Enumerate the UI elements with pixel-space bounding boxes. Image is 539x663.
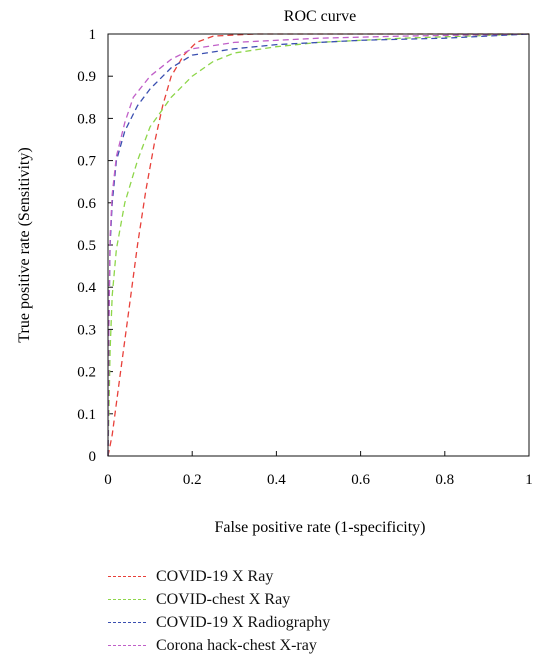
chart-title: ROC curve (284, 8, 356, 25)
legend-swatch (108, 599, 146, 600)
x-axis-label: False positive rate (1-specificity) (214, 519, 425, 536)
x-tick-label: 0.6 (351, 472, 370, 488)
legend-label: COVID-chest X Ray (156, 590, 291, 608)
series-line-2 (107, 33, 530, 457)
x-tick-label: 0.4 (267, 472, 286, 488)
series-line-4 (107, 33, 530, 457)
plot-frame (107, 33, 530, 457)
legend-item: Corona hack-chest X-ray (108, 634, 330, 657)
y-tick-label: 0.3 (77, 322, 96, 338)
y-tick-label: 0.7 (77, 154, 96, 170)
x-tick-label: 0.8 (435, 472, 454, 488)
y-axis-ticks: 0 0.1 0.2 0.3 0.4 0.5 0.6 0.7 0.8 0.9 1 (77, 27, 113, 465)
x-axis-ticks: 0 0.2 0.4 0.6 0.8 1 (104, 451, 533, 488)
series-lines (107, 33, 530, 457)
y-tick-label: 0.6 (77, 196, 96, 212)
y-tick-label: 0.4 (77, 280, 96, 296)
legend-item: COVID-chest X Ray (108, 588, 330, 611)
legend-swatch (108, 622, 146, 623)
legend-swatch (108, 645, 146, 646)
legend-label: COVID-19 X Radiography (156, 613, 331, 631)
y-tick-label: 0.1 (77, 407, 96, 423)
legend: COVID-19 X Ray COVID-chest X Ray COVID-19 … (108, 565, 330, 657)
x-tick-label: 0.2 (183, 472, 202, 488)
legend-label: Corona hack-chest X-ray (156, 636, 317, 654)
y-tick-label: 0.2 (77, 365, 96, 381)
y-tick-label: 1 (89, 27, 97, 43)
x-tick-label: 1 (525, 472, 533, 488)
y-axis-label: True positive rate (Sensitivity) (16, 147, 33, 342)
legend-item: COVID-19 X Ray (108, 565, 330, 588)
legend-swatch (108, 576, 146, 577)
y-tick-label: 0.9 (77, 69, 96, 85)
legend-label: COVID-19 X Ray (156, 567, 274, 585)
roc-chart: ROC curve 00.10.20.30.40.50.60.70.80.91 … (16, 8, 533, 536)
y-tick-label: 0.8 (77, 111, 96, 127)
x-tick-label: 0 (104, 472, 112, 488)
legend-item: COVID-19 X Radiography (108, 611, 330, 634)
y-tick-label: 0.5 (77, 238, 96, 254)
series-line-1 (107, 33, 529, 457)
y-tick-label: 0 (89, 449, 97, 465)
